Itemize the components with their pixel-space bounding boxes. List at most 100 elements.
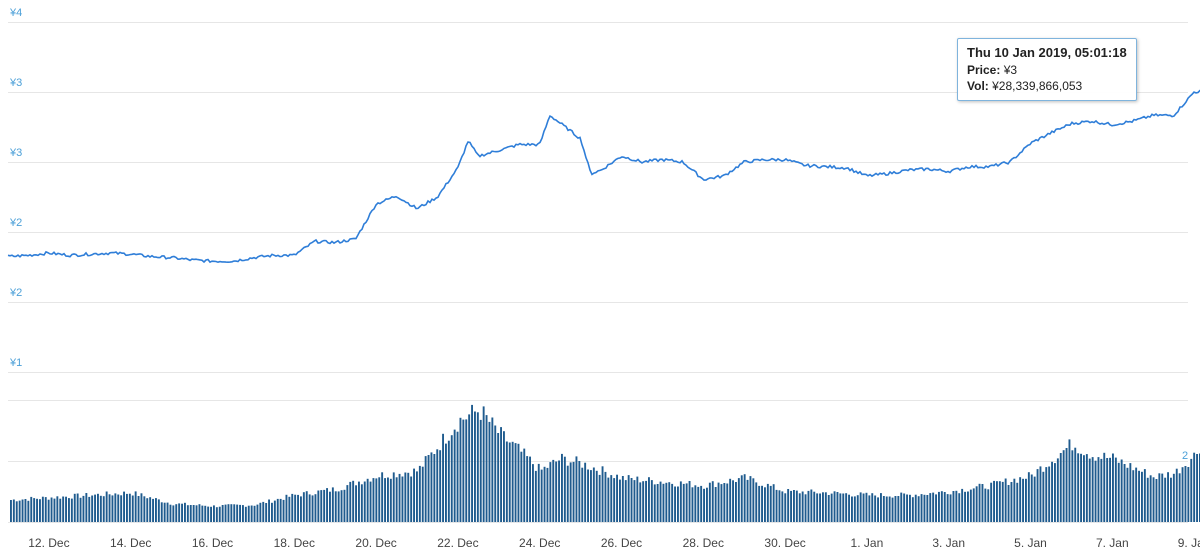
tooltip-title: Thu 10 Jan 2019, 05:01:18 — [967, 45, 1127, 60]
volume-bar — [592, 467, 595, 522]
volume-bar — [650, 480, 653, 522]
volume-bar — [456, 431, 459, 522]
volume-bar — [500, 427, 502, 522]
volume-bar — [271, 502, 273, 522]
volume-bar — [1178, 473, 1181, 522]
volume-bar — [938, 491, 940, 522]
volume-bar — [505, 441, 508, 522]
volume-bar — [268, 499, 270, 522]
volume-bar — [714, 487, 717, 522]
volume-bar — [105, 491, 108, 522]
volume-bar — [520, 451, 523, 522]
volume-bar — [909, 494, 911, 522]
volume-bar — [416, 471, 418, 522]
x-tick-label: 18. Dec — [274, 536, 315, 550]
volume-bar — [18, 500, 21, 522]
volume-bar — [1172, 473, 1175, 522]
volume-bar — [503, 431, 505, 522]
volume-bar — [723, 483, 726, 522]
volume-bar — [526, 456, 529, 522]
volume-bar — [27, 500, 30, 522]
volume-bar — [1100, 458, 1103, 522]
volume-bar — [244, 506, 247, 522]
volume-bar — [273, 500, 276, 522]
volume-bar — [807, 490, 810, 522]
volume-bar — [984, 488, 987, 522]
volume-bar — [21, 499, 24, 522]
volume-bar — [1077, 453, 1080, 522]
volume-bar — [91, 495, 94, 522]
volume-bar — [215, 507, 218, 522]
volume-bar — [421, 466, 424, 522]
volume-bar — [566, 465, 569, 522]
volume-bar — [1184, 466, 1187, 522]
volume-bar — [540, 469, 543, 522]
volume-bar — [375, 478, 378, 522]
volume-bar — [53, 498, 56, 522]
volume-bar — [558, 460, 560, 522]
x-tick-label: 9. Jan — [1178, 536, 1200, 550]
volume-bar — [24, 499, 27, 522]
volume-bar — [302, 492, 305, 522]
volume-bar — [213, 505, 215, 522]
volume-bar — [47, 499, 50, 522]
volume-bar — [958, 493, 961, 522]
volume-bar — [471, 404, 473, 522]
volume-bar — [700, 485, 703, 522]
volume-bar — [369, 481, 372, 522]
volume-bar — [804, 494, 807, 522]
x-tick-label: 1. Jan — [851, 536, 884, 550]
volume-bar — [1190, 458, 1193, 522]
volume-bar — [720, 484, 723, 522]
tooltip-price-label: Price: — [967, 63, 1001, 77]
tooltip: Thu 10 Jan 2019, 05:01:18 Price: ¥3 Vol:… — [957, 38, 1137, 101]
volume-bar — [1152, 477, 1155, 522]
volume-bar — [488, 421, 491, 522]
volume-bar — [1106, 458, 1109, 522]
price-series — [7, 89, 1200, 264]
volume-bar — [355, 485, 357, 522]
volume-bar — [363, 481, 366, 522]
volume-bar — [1039, 466, 1042, 522]
volume-bar — [308, 494, 311, 522]
x-tick-label: 22. Dec — [437, 536, 478, 550]
volume-bar — [239, 504, 241, 522]
volume-bar — [740, 475, 743, 522]
volume-bar — [517, 443, 520, 522]
volume-bar — [885, 496, 888, 522]
y-tick-label: ¥2 — [9, 287, 22, 299]
volume-bar — [888, 496, 891, 522]
volume-bar — [853, 496, 856, 522]
volume-bar — [497, 433, 500, 522]
volume-bar — [12, 499, 15, 522]
volume-bar — [1091, 457, 1094, 522]
volume-bar — [207, 506, 210, 522]
volume-bar — [253, 505, 256, 522]
volume-bar — [334, 491, 337, 522]
volume-bar — [633, 480, 636, 522]
volume-bar — [694, 485, 697, 522]
volume-bar — [793, 490, 795, 522]
volume-bar — [819, 493, 821, 522]
volume-bar — [189, 505, 192, 522]
volume-bar — [581, 467, 584, 522]
volume-bar — [926, 495, 929, 522]
volume-bar — [911, 497, 914, 522]
volume-bar — [639, 482, 642, 522]
volume-bar — [413, 468, 415, 522]
volume-bar — [143, 496, 146, 522]
volume-bar — [346, 485, 349, 522]
volume-bar — [590, 470, 592, 522]
x-tick-label: 24. Dec — [519, 536, 560, 550]
volume-bar — [920, 494, 923, 522]
volume-bar — [1135, 467, 1138, 522]
volume-bar — [1149, 475, 1152, 522]
volume-bar — [482, 406, 485, 522]
volume-bar — [1019, 477, 1022, 522]
x-tick-label: 28. Dec — [683, 536, 724, 550]
volume-bar — [894, 496, 897, 522]
volume-bar — [848, 494, 850, 522]
volume-bar — [1045, 467, 1048, 522]
volume-bar — [735, 482, 737, 522]
